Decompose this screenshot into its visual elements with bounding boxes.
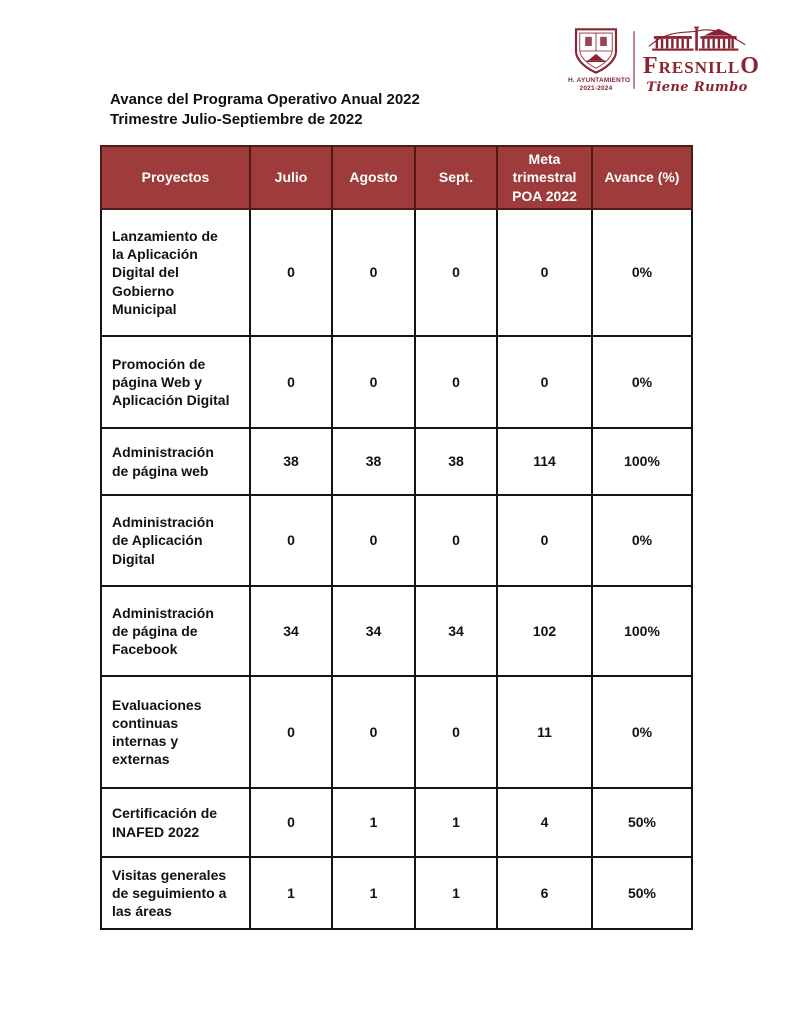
value-cell-sept: 34 — [414, 585, 498, 677]
crest-caption-line2: 2021-2024 — [579, 85, 613, 92]
project-cell: Lanzamiento de la Aplicación Digital del… — [100, 208, 251, 337]
project-cell: Administración de página de Facebook — [100, 585, 251, 677]
value-cell-avance: 0% — [591, 494, 693, 587]
value-cell-meta: 0 — [496, 335, 593, 429]
value-cell-sept: 0 — [414, 335, 498, 429]
value-cell-julio: 0 — [249, 494, 333, 587]
value-cell-sept: 0 — [414, 494, 498, 587]
value-cell-sept: 0 — [414, 208, 498, 337]
value-cell-meta: 11 — [496, 675, 593, 789]
value-cell-meta: 0 — [496, 208, 593, 337]
value-cell-agosto: 0 — [331, 675, 416, 789]
value-cell-sept: 38 — [414, 427, 498, 496]
value-cell-avance: 100% — [591, 427, 693, 496]
table-row: Administración de página web 38 38 38 11… — [100, 427, 693, 496]
city-name: FresnillO — [643, 53, 760, 79]
table-row: Administración de página de Facebook 34 … — [100, 585, 693, 677]
col-header-meta-trimestral: Meta trimestral POA 2022 — [496, 145, 593, 210]
project-cell: Promoción de página Web y Aplicación Dig… — [100, 335, 251, 429]
municipal-crest: H. AYUNTAMIENTO 2021-2024 — [568, 26, 631, 93]
value-cell-meta: 114 — [496, 427, 593, 496]
col-header-sept: Sept. — [414, 145, 498, 210]
municipal-crest-icon — [568, 26, 624, 76]
project-cell: Administración de página web — [100, 427, 251, 496]
fresnillo-logo: H. AYUNTAMIENTO 2021-2024 — [568, 24, 760, 95]
table-row: Visitas generales de seguimiento a las á… — [100, 856, 693, 930]
value-cell-agosto: 0 — [331, 335, 416, 429]
value-cell-sept: 0 — [414, 675, 498, 789]
project-cell: Visitas generales de seguimiento a las á… — [100, 856, 251, 930]
value-cell-meta: 102 — [496, 585, 593, 677]
col-header-proyectos: Proyectos — [100, 145, 251, 210]
value-cell-agosto: 0 — [331, 208, 416, 337]
value-cell-avance: 0% — [591, 675, 693, 789]
value-cell-meta: 4 — [496, 787, 593, 858]
poa-progress-table: Proyectos Julio Agosto Sept. Meta trimes… — [100, 145, 693, 930]
report-title-line2: Trimestre Julio-Septiembre de 2022 — [110, 111, 363, 129]
value-cell-avance: 0% — [591, 208, 693, 337]
value-cell-agosto: 1 — [331, 787, 416, 858]
report-title-line1: Avance del Programa Operativo Anual 2022 — [110, 91, 420, 108]
table-row: Promoción de página Web y Aplicación Dig… — [100, 335, 693, 429]
value-cell-julio: 0 — [249, 208, 333, 337]
table-row: Certificación de INAFED 2022 0 1 1 4 50% — [100, 787, 693, 858]
value-cell-julio: 38 — [249, 427, 333, 496]
value-cell-avance: 50% — [591, 787, 693, 858]
value-cell-avance: 0% — [591, 335, 693, 429]
value-cell-agosto: 34 — [331, 585, 416, 677]
value-cell-agosto: 1 — [331, 856, 416, 930]
table-row: Administración de Aplicación Digital 0 0… — [100, 494, 693, 587]
crest-caption-line1: H. AYUNTAMIENTO — [568, 76, 631, 84]
value-cell-agosto: 0 — [331, 494, 416, 587]
value-cell-julio: 0 — [249, 675, 333, 789]
project-cell: Evaluaciones continuas internas y extern… — [100, 675, 251, 789]
logo-divider — [633, 30, 635, 89]
value-cell-agosto: 38 — [331, 427, 416, 496]
value-cell-avance: 50% — [591, 856, 693, 930]
project-cell: Administración de Aplicación Digital — [100, 494, 251, 587]
table-header-row: Proyectos Julio Agosto Sept. Meta trimes… — [100, 145, 693, 210]
value-cell-meta: 6 — [496, 856, 593, 930]
value-cell-sept: 1 — [414, 856, 498, 930]
project-cell: Certificación de INAFED 2022 — [100, 787, 251, 858]
portico-building-icon — [643, 24, 751, 55]
table-row: Lanzamiento de la Aplicación Digital del… — [100, 208, 693, 337]
city-tagline: Tiene Rumbo — [646, 80, 748, 95]
value-cell-julio: 1 — [249, 856, 333, 930]
col-header-julio: Julio — [249, 145, 333, 210]
report-title: Avance del Programa Operativo Anual 2022… — [110, 90, 420, 131]
table-row: Evaluaciones continuas internas y extern… — [100, 675, 693, 789]
value-cell-sept: 1 — [414, 787, 498, 858]
value-cell-meta: 0 — [496, 494, 593, 587]
value-cell-julio: 34 — [249, 585, 333, 677]
col-header-agosto: Agosto — [331, 145, 416, 210]
value-cell-avance: 100% — [591, 585, 693, 677]
value-cell-julio: 0 — [249, 787, 333, 858]
col-header-avance: Avance (%) — [591, 145, 693, 210]
value-cell-julio: 0 — [249, 335, 333, 429]
fresnillo-wordmark: FresnillO Tiene Rumbo — [643, 24, 760, 95]
